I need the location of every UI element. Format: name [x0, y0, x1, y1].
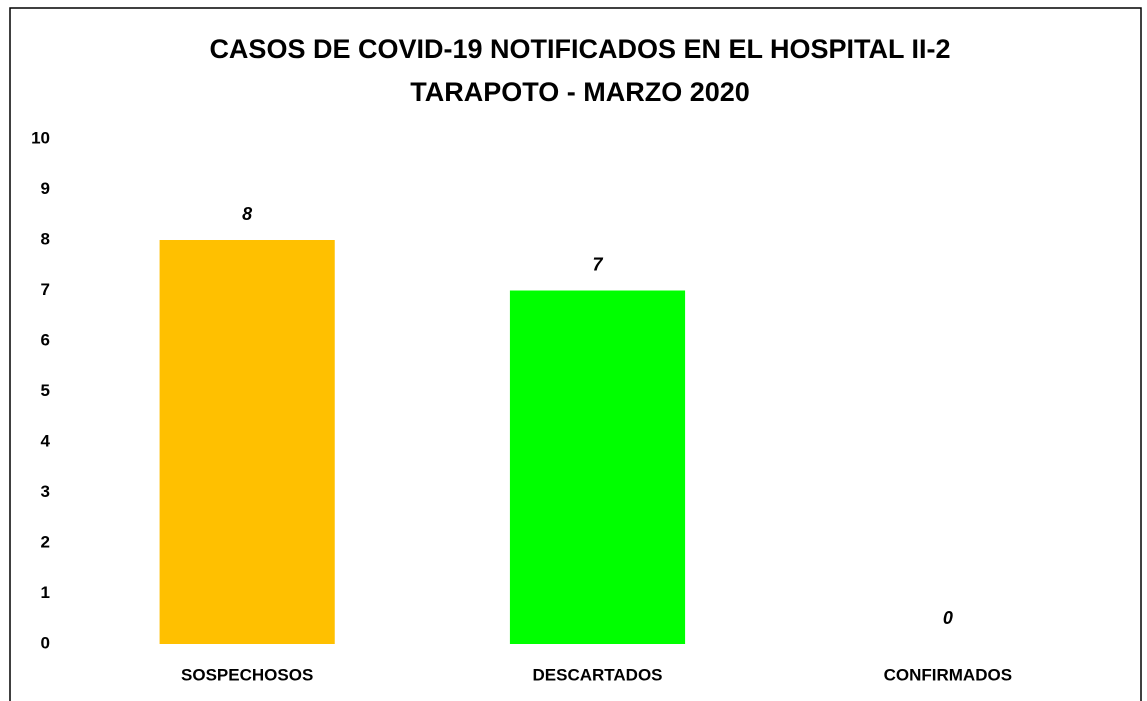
bar [509, 290, 686, 644]
x-tick-label: DESCARTADOS [532, 665, 662, 684]
chart-border [9, 7, 1142, 701]
data-label: 0 [943, 608, 953, 628]
y-tick-label: 3 [41, 482, 50, 501]
data-label: 7 [592, 254, 603, 274]
y-tick-label: 6 [41, 330, 50, 349]
bar [159, 240, 335, 644]
y-tick-label: 1 [41, 583, 50, 602]
y-tick-label: 4 [41, 431, 51, 450]
y-tick-label: 7 [41, 280, 50, 299]
y-tick-label: 2 [41, 532, 50, 551]
chart-title: TARAPOTO - MARZO 2020 [410, 77, 750, 107]
y-tick-label: 9 [41, 179, 50, 198]
y-tick-label: 8 [41, 229, 50, 248]
y-tick-label: 0 [41, 633, 50, 652]
y-tick-label: 5 [41, 381, 50, 400]
chart-title: CASOS DE COVID-19 NOTIFICADOS EN EL HOSP… [209, 34, 950, 64]
y-tick-label: 10 [31, 128, 50, 147]
x-tick-label: SOSPECHOSOS [181, 665, 313, 684]
x-tick-label: CONFIRMADOS [884, 665, 1012, 684]
data-label: 8 [242, 204, 252, 224]
